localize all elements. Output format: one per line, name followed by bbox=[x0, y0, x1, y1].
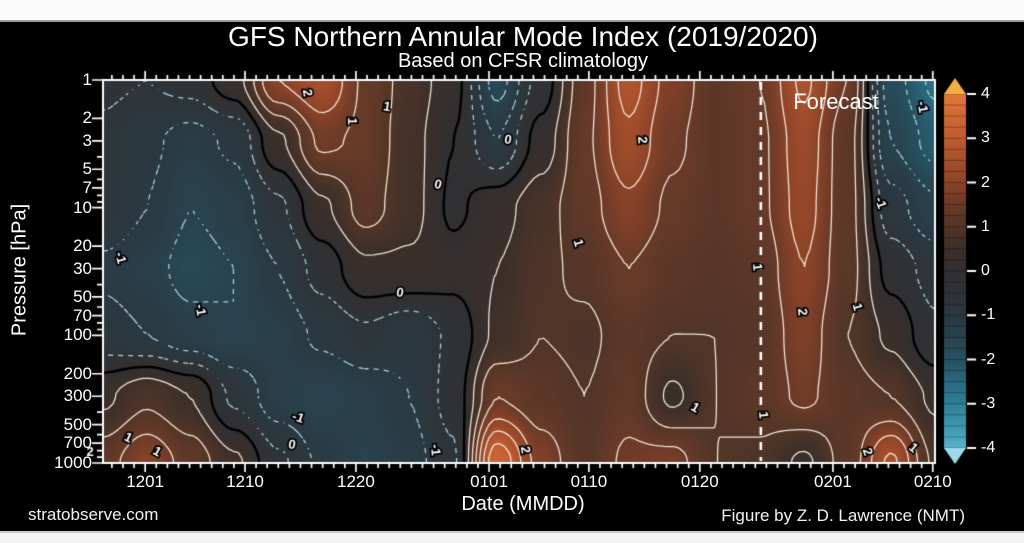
y-tick-label: 2 bbox=[82, 108, 92, 128]
y-tick-label: 200 bbox=[63, 363, 92, 383]
x-tick-label: 0101 bbox=[470, 472, 508, 491]
y-tick-label: 30 bbox=[73, 258, 92, 278]
x-tick-label: 0201 bbox=[814, 472, 852, 491]
x-tick-label: 0210 bbox=[913, 472, 952, 491]
colorbar-tick-label: 0 bbox=[981, 262, 990, 279]
colorbar-tick-label: 4 bbox=[981, 85, 990, 102]
watermark-link[interactable]: stratobserve.com bbox=[28, 505, 159, 524]
y-tick-label: 3 bbox=[82, 130, 92, 150]
y-tick-label: 50 bbox=[73, 286, 92, 306]
y-tick-label: 100 bbox=[63, 325, 92, 345]
y-tick-label: 1 bbox=[82, 70, 92, 89]
y-tick-label: 5 bbox=[82, 159, 92, 179]
y-tick-label: 1000 bbox=[54, 453, 92, 472]
y-tick-label: 7 bbox=[82, 177, 92, 197]
top-margin bbox=[0, 0, 1024, 22]
chart-subtitle: Based on CFSR climatology bbox=[397, 50, 649, 72]
y-tick-label: 10 bbox=[73, 197, 92, 217]
colorbar-tick-label: 1 bbox=[981, 217, 990, 235]
colorbar-tick-label: 3 bbox=[981, 129, 990, 147]
y-tick-label: 20 bbox=[73, 236, 92, 256]
y-tick-label: 500 bbox=[63, 414, 92, 434]
forecast-label: Forecast bbox=[793, 89, 879, 114]
x-tick-label: 1220 bbox=[337, 472, 375, 491]
x-tick-label: 1210 bbox=[226, 472, 264, 491]
x-tick-label: 0110 bbox=[570, 472, 608, 491]
y-tick-label: 300 bbox=[63, 386, 92, 406]
colorbar-tick-label: -2 bbox=[981, 350, 996, 368]
bottom-margin bbox=[0, 531, 1024, 543]
y-tick-label: 70 bbox=[73, 305, 92, 325]
colorbar-tick-label: -3 bbox=[981, 394, 996, 412]
x-tick-label: 1201 bbox=[126, 472, 165, 491]
colorbar-tick-label: 2 bbox=[981, 173, 990, 191]
y-tick-label: 700 bbox=[63, 433, 92, 453]
y-axis-title: Pressure [hPa] bbox=[8, 203, 31, 337]
figure-credit: Figure by Z. D. Lawrence (NMT) bbox=[721, 506, 965, 525]
colorbar-tick-label: -1 bbox=[981, 306, 996, 324]
x-axis-title: Date (MMDD) bbox=[461, 493, 585, 515]
colorbar-tick-label: -4 bbox=[981, 439, 996, 456]
x-tick-label: 0120 bbox=[680, 472, 719, 491]
page-title: GFS Northern Annular Mode Index (2019/20… bbox=[228, 21, 818, 52]
